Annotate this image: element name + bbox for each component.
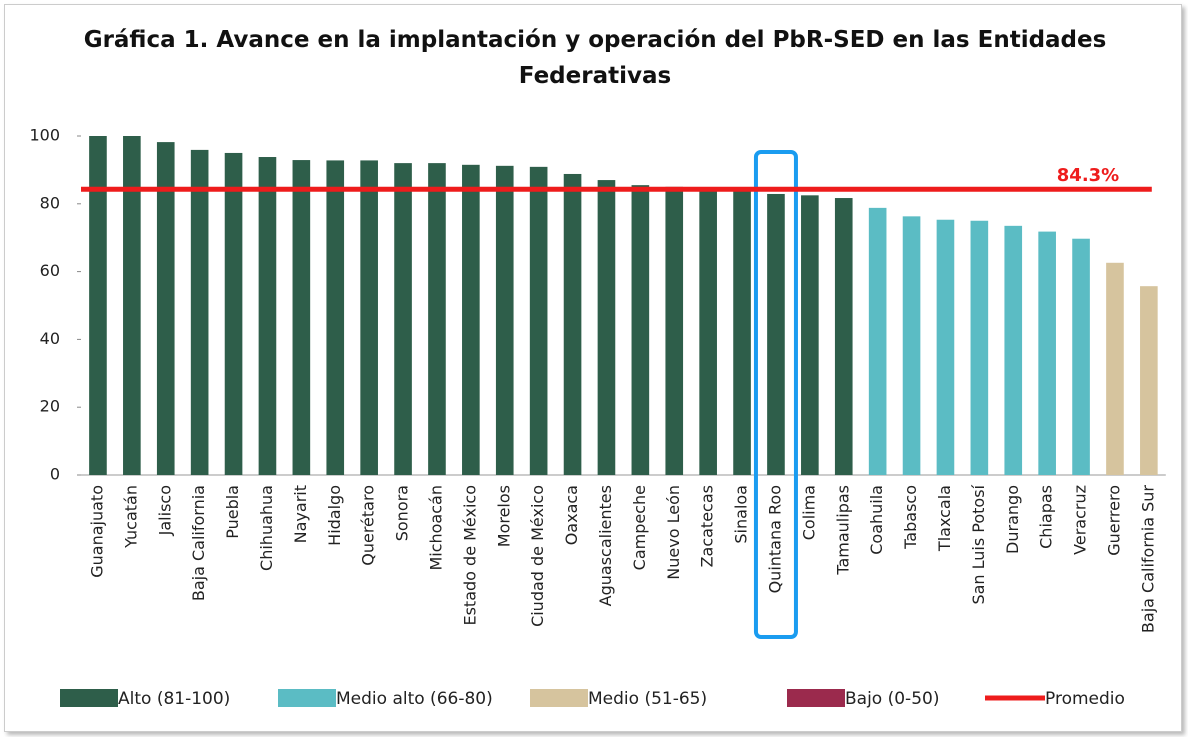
x-tick-label: Campeche [630, 485, 649, 570]
bar [1004, 225, 1023, 475]
x-tick-label: Baja California Sur [1138, 485, 1157, 633]
x-tick-label: Oaxaca [562, 485, 581, 545]
bar [665, 186, 684, 475]
x-tick-label: Colima [799, 485, 818, 540]
bar [258, 157, 277, 475]
legend-swatch [60, 689, 118, 707]
x-tick-label: Baja California [189, 485, 208, 601]
bar [1140, 286, 1158, 475]
x-tick-label: Morelos [494, 485, 513, 547]
x-tick-label: Chiapas [1037, 485, 1056, 549]
x-tick-label: Michoacán [426, 485, 445, 571]
bar [1106, 262, 1124, 475]
bar [767, 193, 785, 475]
bar [936, 219, 955, 475]
bar [1072, 238, 1090, 475]
bar [360, 160, 378, 475]
x-tick-label: Zacatecas [698, 485, 717, 567]
x-tick-label: Sonora [393, 485, 412, 541]
y-tick-label: 20 [40, 397, 60, 416]
bar [462, 164, 480, 475]
legend-label: Bajo (0-50) [845, 689, 939, 709]
x-tick-label: Nayarit [291, 485, 310, 543]
legend-label: Alto (81-100) [118, 689, 230, 709]
bar [902, 216, 921, 475]
bar [631, 185, 650, 475]
x-tick-label: Quintana Roo [765, 485, 784, 593]
bar [123, 136, 141, 475]
legend-swatch [278, 689, 336, 707]
bar [292, 160, 311, 475]
bar [428, 163, 446, 475]
bar [326, 160, 345, 475]
x-tick-label: Ciudad de México [528, 485, 547, 627]
bar [834, 198, 853, 476]
x-tick-label: Guanajuato [87, 485, 106, 578]
bar [970, 220, 989, 475]
x-tick-label: Nuevo León [664, 485, 683, 580]
x-tick-label: Querétaro [359, 485, 378, 566]
x-tick-label: Tamaulipas [833, 485, 852, 576]
legend-label: Promedio [1045, 689, 1125, 709]
x-tick-label: Coahuila [867, 485, 886, 555]
bar [699, 188, 717, 476]
bar [394, 163, 412, 475]
legend-swatch [530, 689, 588, 707]
y-tick-label: 60 [40, 261, 60, 280]
highlight-box [753, 150, 798, 639]
bar [868, 207, 887, 476]
y-tick-label: 0 [50, 465, 60, 484]
y-tick-label: 100 [29, 126, 60, 145]
bar [495, 165, 514, 475]
bar [597, 180, 616, 475]
x-tick-label: Hidalgo [325, 485, 344, 546]
x-tick-label: Sinaloa [732, 485, 751, 544]
x-tick-label: Estado de México [460, 485, 479, 626]
legend-label: Medio alto (66-80) [336, 689, 493, 709]
bar [563, 173, 582, 475]
x-tick-label: Chihuahua [257, 485, 276, 571]
chart-title: Gráfica 1. Avance en la implantación y o… [83, 27, 1107, 89]
x-tick-label: Jalisco [155, 485, 174, 536]
bar [1038, 231, 1056, 475]
legend-label: Medio (51-65) [588, 689, 707, 709]
bar [733, 190, 751, 476]
x-tick-label: Tabasco [901, 485, 920, 550]
x-tick-label: Durango [1003, 485, 1022, 554]
x-tick-label: Guerrero [1104, 485, 1123, 556]
bar [190, 149, 209, 476]
y-tick-label: 40 [40, 329, 60, 348]
x-tick-label: Yucatán [121, 485, 140, 549]
x-tick-label: Tlaxcala [935, 485, 954, 552]
bar [224, 152, 243, 475]
y-tick-label: 80 [40, 193, 60, 212]
bar [801, 195, 819, 475]
x-tick-label: Aguascalientes [596, 485, 615, 606]
bar [89, 136, 107, 475]
bar [156, 142, 175, 476]
reference-label: 84.3% [1057, 165, 1119, 186]
x-tick-label: Veracruz [1071, 485, 1090, 555]
legend-swatch [787, 689, 845, 707]
bar [529, 166, 548, 475]
x-tick-label: San Luis Potosí [969, 484, 988, 604]
x-tick-label: Puebla [223, 485, 242, 539]
frame [4, 4, 1182, 732]
